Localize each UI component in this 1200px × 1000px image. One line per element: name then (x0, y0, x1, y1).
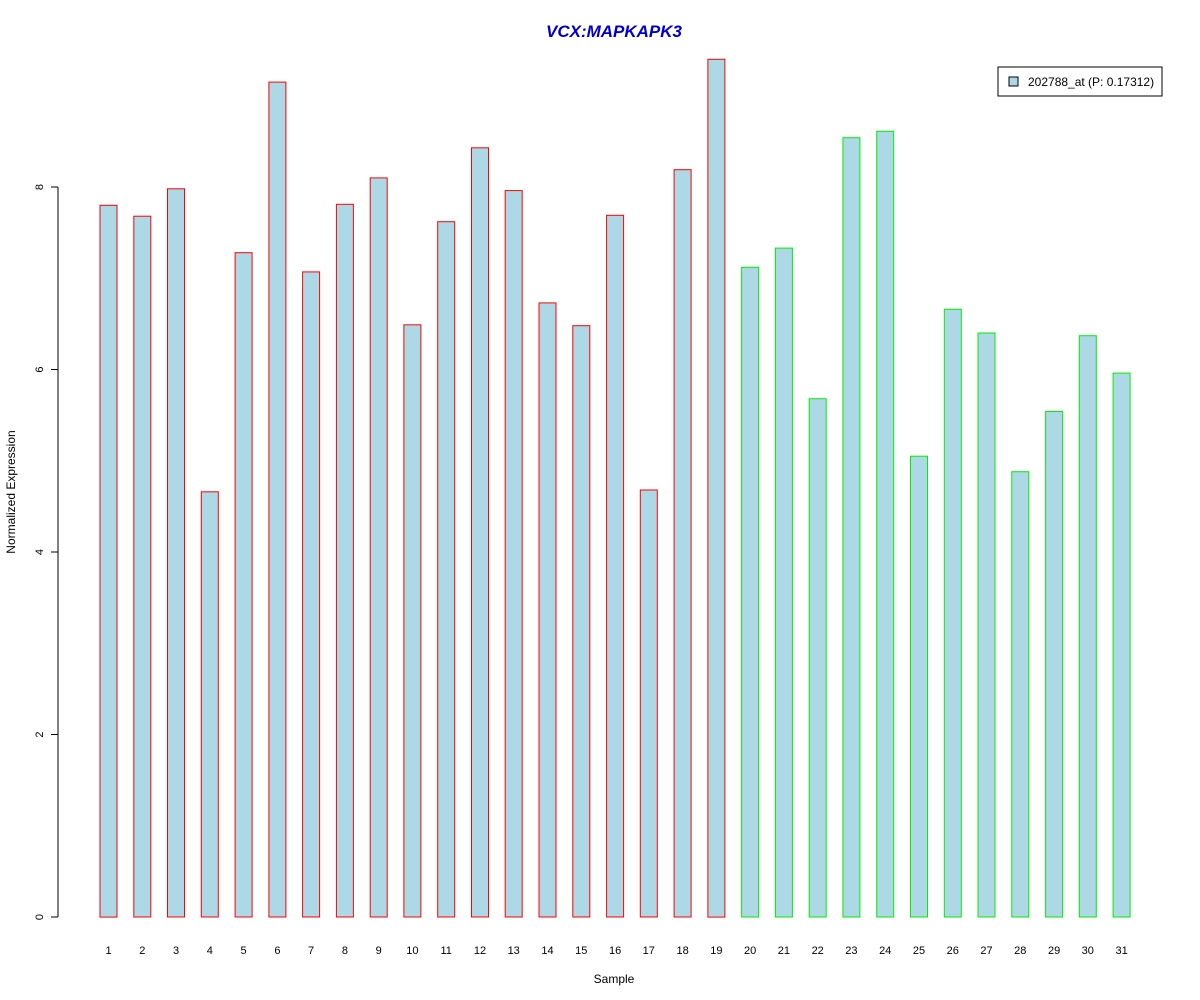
y-tick-label: 2 (34, 731, 46, 737)
x-tick-label: 12 (474, 945, 486, 957)
bar-sample-23 (842, 137, 861, 918)
x-tick-label: 26 (947, 945, 959, 957)
x-tick-label: 6 (274, 945, 280, 957)
bar-sample-7 (302, 271, 321, 918)
bar-sample-28 (1011, 471, 1030, 918)
x-tick-label: 14 (541, 945, 553, 957)
x-tick-label: 9 (376, 945, 382, 957)
bar-sample-13 (504, 190, 523, 918)
legend-label: 202788_at (P: 0.17312) (1028, 75, 1154, 89)
y-tick-label: 8 (34, 184, 46, 190)
x-tick-label: 25 (913, 945, 925, 957)
x-tick-label: 18 (676, 945, 688, 957)
bar-sample-5 (234, 252, 253, 918)
x-tick-label: 7 (308, 945, 314, 957)
legend-box (997, 66, 1163, 97)
bar-sample-6 (268, 81, 287, 918)
bar-sample-20 (741, 266, 760, 918)
x-tick-label: 27 (980, 945, 992, 957)
bar-sample-8 (335, 203, 354, 918)
bar-sample-18 (673, 169, 692, 918)
bar-sample-1 (99, 204, 118, 918)
bar-sample-16 (606, 214, 625, 918)
x-tick-label: 15 (575, 945, 587, 957)
legend-swatch (1008, 76, 1019, 87)
x-tick-label: 23 (845, 945, 857, 957)
bar-sample-2 (133, 215, 152, 918)
y-tick-label: 0 (34, 914, 46, 920)
x-tick-label: 11 (440, 945, 451, 957)
x-tick-label: 3 (173, 945, 179, 957)
x-tick-label: 30 (1082, 945, 1094, 957)
chart-title: VCX:MAPKAPK3 (546, 22, 683, 41)
bar-sample-19 (707, 58, 726, 918)
bar-sample-26 (943, 308, 962, 918)
x-tick-label: 10 (406, 945, 418, 957)
x-tick-label: 22 (812, 945, 824, 957)
bar-sample-27 (977, 332, 996, 918)
x-tick-label: 19 (710, 945, 722, 957)
x-tick-label: 31 (1115, 945, 1127, 957)
x-tick-label: 28 (1014, 945, 1026, 957)
x-axis-label: Sample (594, 972, 635, 986)
x-tick-label: 29 (1048, 945, 1060, 957)
bar-sample-29 (1045, 411, 1064, 918)
y-tick-label: 6 (34, 366, 46, 372)
x-tick-label: 20 (744, 945, 756, 957)
x-tick-label: 21 (778, 945, 790, 957)
x-tick-label: 24 (879, 945, 891, 957)
bar-sample-21 (774, 247, 793, 918)
bar-sample-11 (437, 221, 456, 918)
bars-group (99, 58, 1131, 918)
bar-sample-14 (538, 302, 557, 918)
x-tick-label: 13 (508, 945, 520, 957)
bar-sample-4 (200, 491, 219, 918)
bar-sample-25 (910, 455, 928, 918)
x-tick-label: 5 (241, 945, 247, 957)
bar-sample-3 (167, 188, 185, 918)
bar-sample-17 (639, 489, 658, 918)
x-tick-label: 1 (105, 945, 111, 957)
bar-sample-22 (808, 398, 827, 918)
bar-sample-10 (403, 324, 422, 918)
legend: 202788_at (P: 0.17312) (997, 66, 1163, 97)
y-axis: 0 2 4 6 8 (34, 184, 59, 920)
x-tick-label: 17 (643, 945, 655, 957)
x-tick-label: 2 (139, 945, 145, 957)
x-tick-label: 8 (342, 945, 348, 957)
bar-sample-24 (876, 130, 895, 918)
bar-sample-12 (471, 147, 489, 918)
bar-sample-30 (1078, 335, 1097, 918)
y-tick-label: 4 (34, 549, 46, 555)
x-tick-label: 16 (609, 945, 621, 957)
x-tick-label: 4 (207, 945, 213, 957)
y-axis-label: Normalized Expression (4, 430, 18, 553)
x-axis-ticks: 1 2 3 4 5 6 7 8 9 10 11 12 13 14 15 16 17 18 19 20 21 22 23 24 2… (105, 945, 1127, 957)
bar-sample-15 (572, 325, 591, 918)
bar-sample-31 (1112, 372, 1131, 918)
bar-sample-9 (369, 177, 388, 918)
